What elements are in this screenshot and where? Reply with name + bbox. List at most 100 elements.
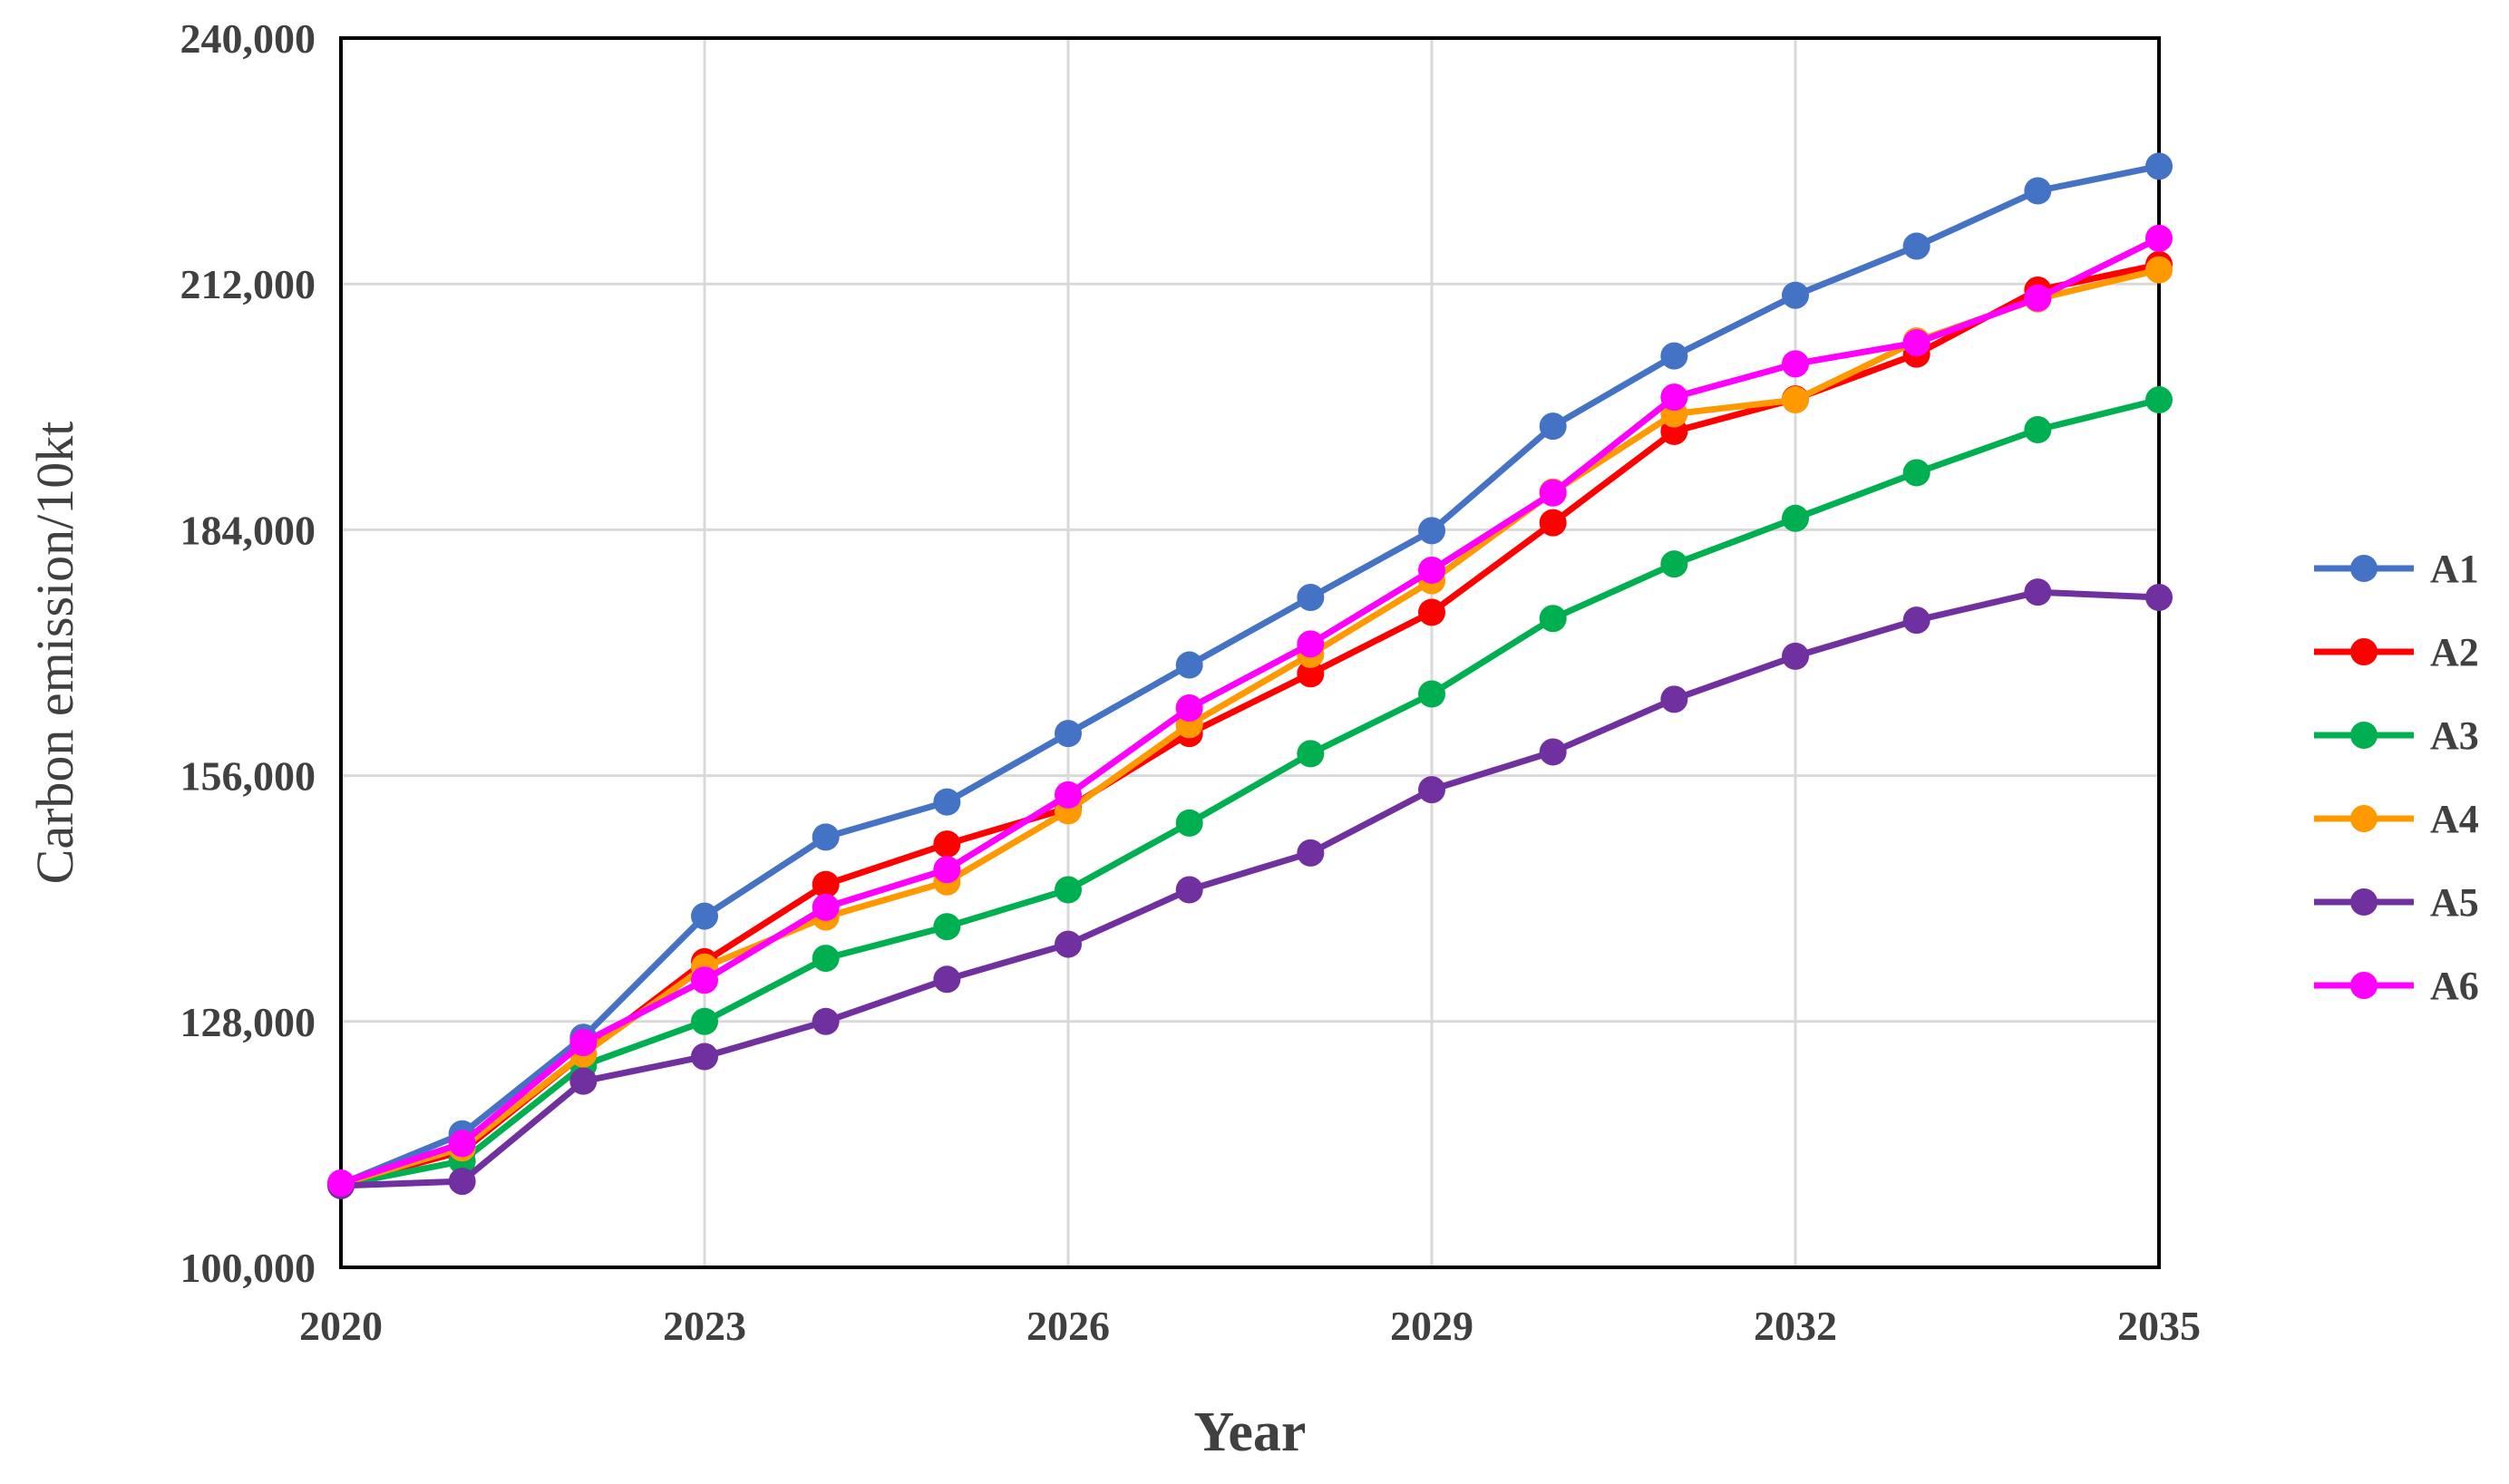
x-tick-label: 2035 <box>2117 1303 2201 1349</box>
x-tick-label: 2023 <box>663 1303 746 1349</box>
data-point <box>691 902 718 930</box>
data-point <box>2024 578 2052 606</box>
legend-marker <box>2350 722 2378 749</box>
data-point <box>1660 685 1688 713</box>
series-line-a2 <box>337 261 2163 1188</box>
data-point <box>1297 740 1325 768</box>
data-point <box>1782 504 1809 532</box>
x-tick-label: 2032 <box>1754 1303 1837 1349</box>
data-point <box>691 1043 718 1071</box>
y-tick-label: 156,000 <box>180 753 316 800</box>
data-point <box>1418 598 1445 626</box>
y-axis-tick-labels: 100,000 128,000 156,000 184,000 212,000 240,0… <box>180 15 316 1291</box>
y-tick-label: 184,000 <box>180 507 316 553</box>
data-point <box>1782 386 1809 414</box>
axes <box>339 36 2161 1269</box>
legend-label: A2 <box>2430 630 2479 674</box>
legend-marker <box>2350 638 2378 665</box>
data-point <box>569 1029 598 1057</box>
data-point <box>691 1007 718 1035</box>
data-point <box>1055 930 1082 958</box>
legend-label: A4 <box>2430 797 2479 841</box>
data-point <box>933 913 961 941</box>
legend-item-a4: A4 <box>2314 797 2479 841</box>
data-point <box>1782 350 1809 378</box>
data-point <box>1418 517 1445 545</box>
data-point <box>448 1168 476 1196</box>
data-point <box>448 1130 476 1158</box>
data-point <box>2145 224 2173 252</box>
data-point <box>933 965 961 994</box>
data-point <box>2145 386 2173 414</box>
data-point <box>812 893 840 921</box>
data-point <box>1297 630 1325 658</box>
data-point <box>1539 412 1567 441</box>
data-point <box>1902 329 1930 357</box>
legend-item-a5: A5 <box>2314 880 2479 925</box>
data-point <box>1175 876 1203 904</box>
data-point <box>1297 660 1325 688</box>
grid-lines <box>339 36 2161 1269</box>
data-point <box>2145 152 2173 180</box>
data-point <box>1539 605 1567 633</box>
data-point <box>1055 720 1082 748</box>
data-point <box>2024 284 2052 312</box>
series-line-a6 <box>337 235 2163 1187</box>
legend-marker <box>2350 805 2378 832</box>
x-tick-label: 2026 <box>1026 1303 1110 1349</box>
data-point <box>933 856 961 884</box>
series-line-a5 <box>337 588 2163 1189</box>
data-point <box>2024 177 2052 205</box>
data-point <box>1539 509 1567 537</box>
data-point <box>691 966 718 994</box>
data-point <box>1660 550 1688 578</box>
legend-label: A6 <box>2430 964 2479 1008</box>
data-point <box>1660 342 1688 370</box>
data-point <box>1297 839 1325 867</box>
data-point <box>1902 606 1930 635</box>
data-point <box>933 788 961 816</box>
legend: A1 A2 A3 A4 A5 A6 <box>2314 547 2479 1008</box>
series-a6 <box>327 224 2173 1198</box>
data-point <box>1175 694 1203 723</box>
data-point <box>1418 680 1445 708</box>
data-point <box>933 830 961 858</box>
data-point <box>1902 459 1930 487</box>
data-series <box>327 152 2173 1199</box>
legend-label: A5 <box>2430 880 2479 925</box>
series-line-a3 <box>337 396 2163 1188</box>
legend-item-a3: A3 <box>2314 713 2479 758</box>
data-point <box>1539 479 1567 507</box>
data-point <box>812 870 840 898</box>
data-point <box>569 1067 598 1095</box>
data-point <box>2145 256 2173 284</box>
legend-label: A1 <box>2430 547 2479 591</box>
plot-area-frame <box>339 36 2161 1269</box>
data-point <box>1902 232 1930 260</box>
x-axis-title: Year <box>1194 1402 1307 1463</box>
data-point <box>1539 738 1567 766</box>
y-tick-label: 212,000 <box>180 261 316 307</box>
data-point <box>812 945 840 973</box>
y-tick-label: 100,000 <box>180 1245 316 1291</box>
y-tick-label: 240,000 <box>180 15 316 62</box>
data-point <box>1175 651 1203 679</box>
legend-marker <box>2350 555 2378 582</box>
data-point <box>1418 556 1445 584</box>
x-tick-label: 2029 <box>1390 1303 1473 1349</box>
data-point <box>2145 583 2173 611</box>
x-axis-tick-labels: 2020 2023 2026 2029 2032 2035 <box>299 1303 2201 1349</box>
data-point <box>1418 776 1445 804</box>
data-point <box>812 823 840 851</box>
data-point <box>1175 809 1203 837</box>
legend-item-a1: A1 <box>2314 547 2479 591</box>
data-point <box>1055 876 1082 904</box>
data-point <box>1782 281 1809 309</box>
legend-label: A3 <box>2430 713 2479 758</box>
data-point <box>2024 415 2052 443</box>
data-point <box>812 1007 840 1035</box>
y-tick-label: 128,000 <box>180 999 316 1045</box>
data-point <box>1055 781 1082 809</box>
